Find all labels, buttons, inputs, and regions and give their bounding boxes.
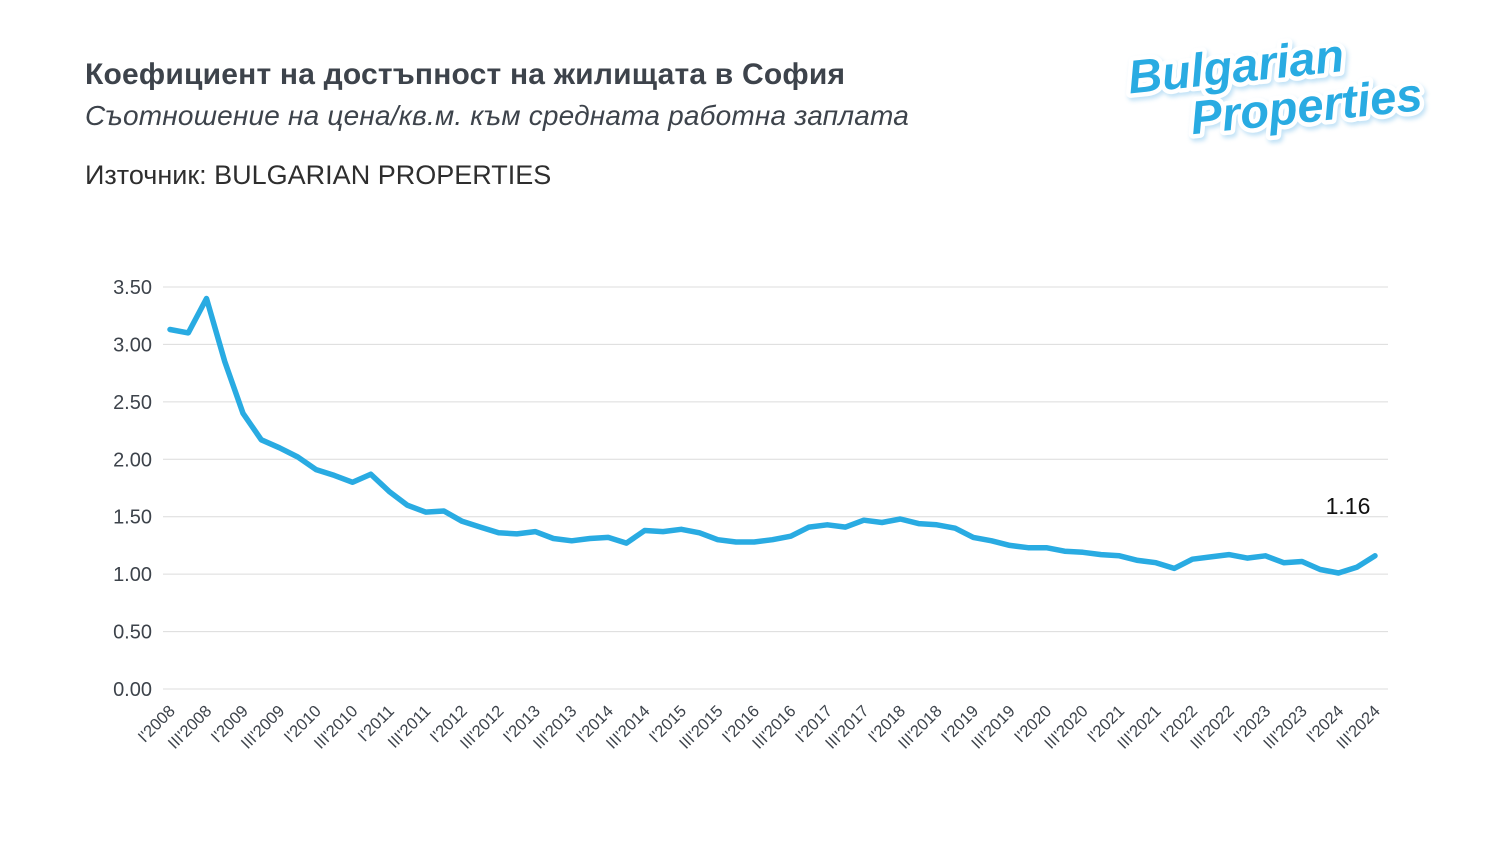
y-axis-tick-label: 2.50 (113, 392, 152, 414)
series-line (167, 295, 1378, 576)
y-axis-tick-label: 2.00 (113, 449, 152, 471)
y-axis-tick-label: 0.00 (113, 679, 152, 701)
chart-header: Коефициент на достъпност на жилищата в С… (85, 58, 909, 191)
page-title: Коефициент на достъпност на жилищата в С… (85, 58, 846, 91)
y-axis-tick-label: 3.50 (113, 277, 152, 299)
source-label: Източник: BULGARIAN PROPERTIES (85, 160, 552, 190)
page-subtitle: Съотношение на цена/кв.м. към средната р… (85, 100, 910, 131)
y-axis-tick-label: 3.00 (113, 334, 152, 356)
last-value-annotation: 1.16 (1326, 493, 1371, 519)
y-axis-tick-label: 1.50 (113, 507, 152, 529)
y-axis-tick-label: 0.50 (113, 622, 152, 644)
logo-svg: Bulgarian Properties (1121, 24, 1429, 149)
y-axis-tick-label: 1.00 (113, 564, 152, 586)
bulgarian-properties-logo: Bulgarian Properties (1118, 24, 1438, 158)
